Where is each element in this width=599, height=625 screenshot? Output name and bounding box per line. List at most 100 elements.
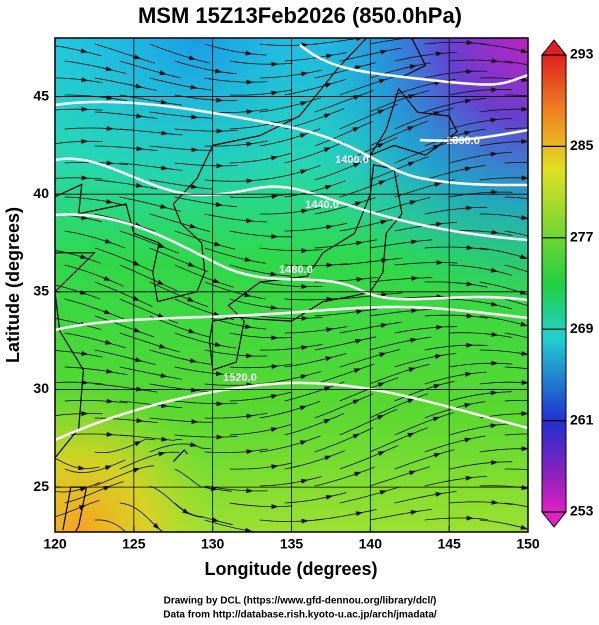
colorbar-tick-label: 253 [570, 503, 594, 519]
streamline-arrow [324, 455, 332, 461]
streamline-arrow [491, 58, 499, 64]
height-contour [55, 213, 528, 302]
streamline [204, 315, 267, 330]
streamline [64, 433, 128, 437]
streamline-arrow [520, 254, 528, 259]
streamline-arrow [326, 224, 334, 230]
streamline-arrow [521, 411, 528, 417]
streamline-arrow [491, 499, 499, 505]
y-tick-label: 25 [33, 478, 49, 494]
streamline-arrow [300, 169, 308, 175]
streamline [204, 485, 268, 492]
streamline [449, 230, 513, 236]
streamline [149, 485, 204, 518]
streamline [229, 118, 292, 130]
streamline-arrow [376, 414, 385, 421]
streamline [149, 349, 212, 365]
streamline [259, 97, 322, 113]
streamline [479, 213, 528, 220]
streamline-arrow [521, 485, 528, 491]
streamline-arrow [323, 113, 332, 119]
streamline-arrow [410, 239, 419, 245]
streamline-arrow [136, 113, 144, 119]
streamline [94, 281, 153, 307]
streamline [394, 140, 454, 164]
streamline [149, 145, 213, 151]
streamline-arrow [81, 379, 89, 385]
streamline [369, 239, 433, 249]
streamline [314, 427, 374, 453]
streamline-arrow [190, 184, 199, 190]
streamline-arrow [211, 517, 220, 523]
streamline [55, 214, 103, 223]
streamline [94, 417, 158, 423]
streamline-arrow [411, 275, 419, 281]
streamline [119, 264, 178, 292]
height-contour [55, 100, 528, 187]
streamline-arrow [408, 367, 416, 373]
streamline [149, 111, 213, 119]
streamline [229, 264, 292, 277]
streamline-arrow [215, 371, 224, 377]
streamline [504, 196, 528, 200]
streamline-arrow [407, 161, 416, 167]
streamline [479, 448, 528, 453]
streamline [284, 222, 348, 232]
coastline [212, 38, 368, 146]
streamline-arrow [216, 163, 224, 169]
streamline [149, 247, 209, 273]
streamline [369, 509, 432, 521]
streamline [339, 137, 398, 164]
streamline-arrow [411, 308, 419, 314]
height-contour [55, 157, 528, 242]
streamline [424, 246, 488, 251]
streamline-arrow [352, 399, 361, 405]
streamline [284, 108, 345, 130]
streamline-arrow [244, 256, 252, 262]
streamline-arrow [161, 436, 169, 442]
streamline [394, 262, 458, 266]
streamline-arrow [132, 260, 141, 266]
streamline [504, 94, 528, 97]
y-tick-label: 30 [33, 380, 49, 396]
streamline [259, 371, 322, 385]
streamline-arrow [520, 524, 528, 530]
streamline-arrow [466, 342, 474, 348]
streamline-arrow [212, 278, 221, 284]
x-tick-label: 120 [43, 536, 67, 552]
streamline [424, 371, 487, 385]
streamline-arrow [103, 309, 112, 315]
streamline [479, 77, 528, 81]
height-contour [55, 305, 528, 332]
streamline [229, 193, 293, 198]
streamline [204, 412, 268, 419]
streamline-arrow [134, 357, 143, 363]
streamline-arrow [464, 166, 473, 172]
streamline-arrow [465, 371, 473, 377]
streamline [64, 332, 127, 349]
streamline-arrow [409, 64, 418, 70]
streamline-arrow [160, 99, 169, 105]
streamline-arrow [491, 229, 499, 235]
y-tick-label: 45 [33, 87, 49, 103]
streamline [229, 502, 293, 507]
streamline-arrow [490, 117, 498, 123]
streamline-arrow [354, 201, 363, 207]
streamline-arrow [490, 423, 498, 429]
streamline [55, 499, 100, 518]
x-tick-label: 140 [359, 536, 383, 552]
streamline-arrow [356, 277, 364, 282]
streamline [424, 435, 486, 453]
streamline [174, 60, 237, 75]
streamline [229, 391, 292, 402]
streamline-arrow [466, 205, 474, 211]
credit: Drawing by DCL (https://www.gfd-dennou.o… [164, 596, 437, 607]
streamline-arrow [464, 403, 472, 408]
streamline [394, 491, 457, 504]
streamline-arrow [381, 292, 389, 298]
streamline-arrow [410, 337, 418, 343]
streamline-arrow [466, 313, 474, 319]
streamline-arrow [436, 324, 444, 330]
streamline [259, 435, 321, 453]
streamline-arrow [521, 77, 528, 83]
